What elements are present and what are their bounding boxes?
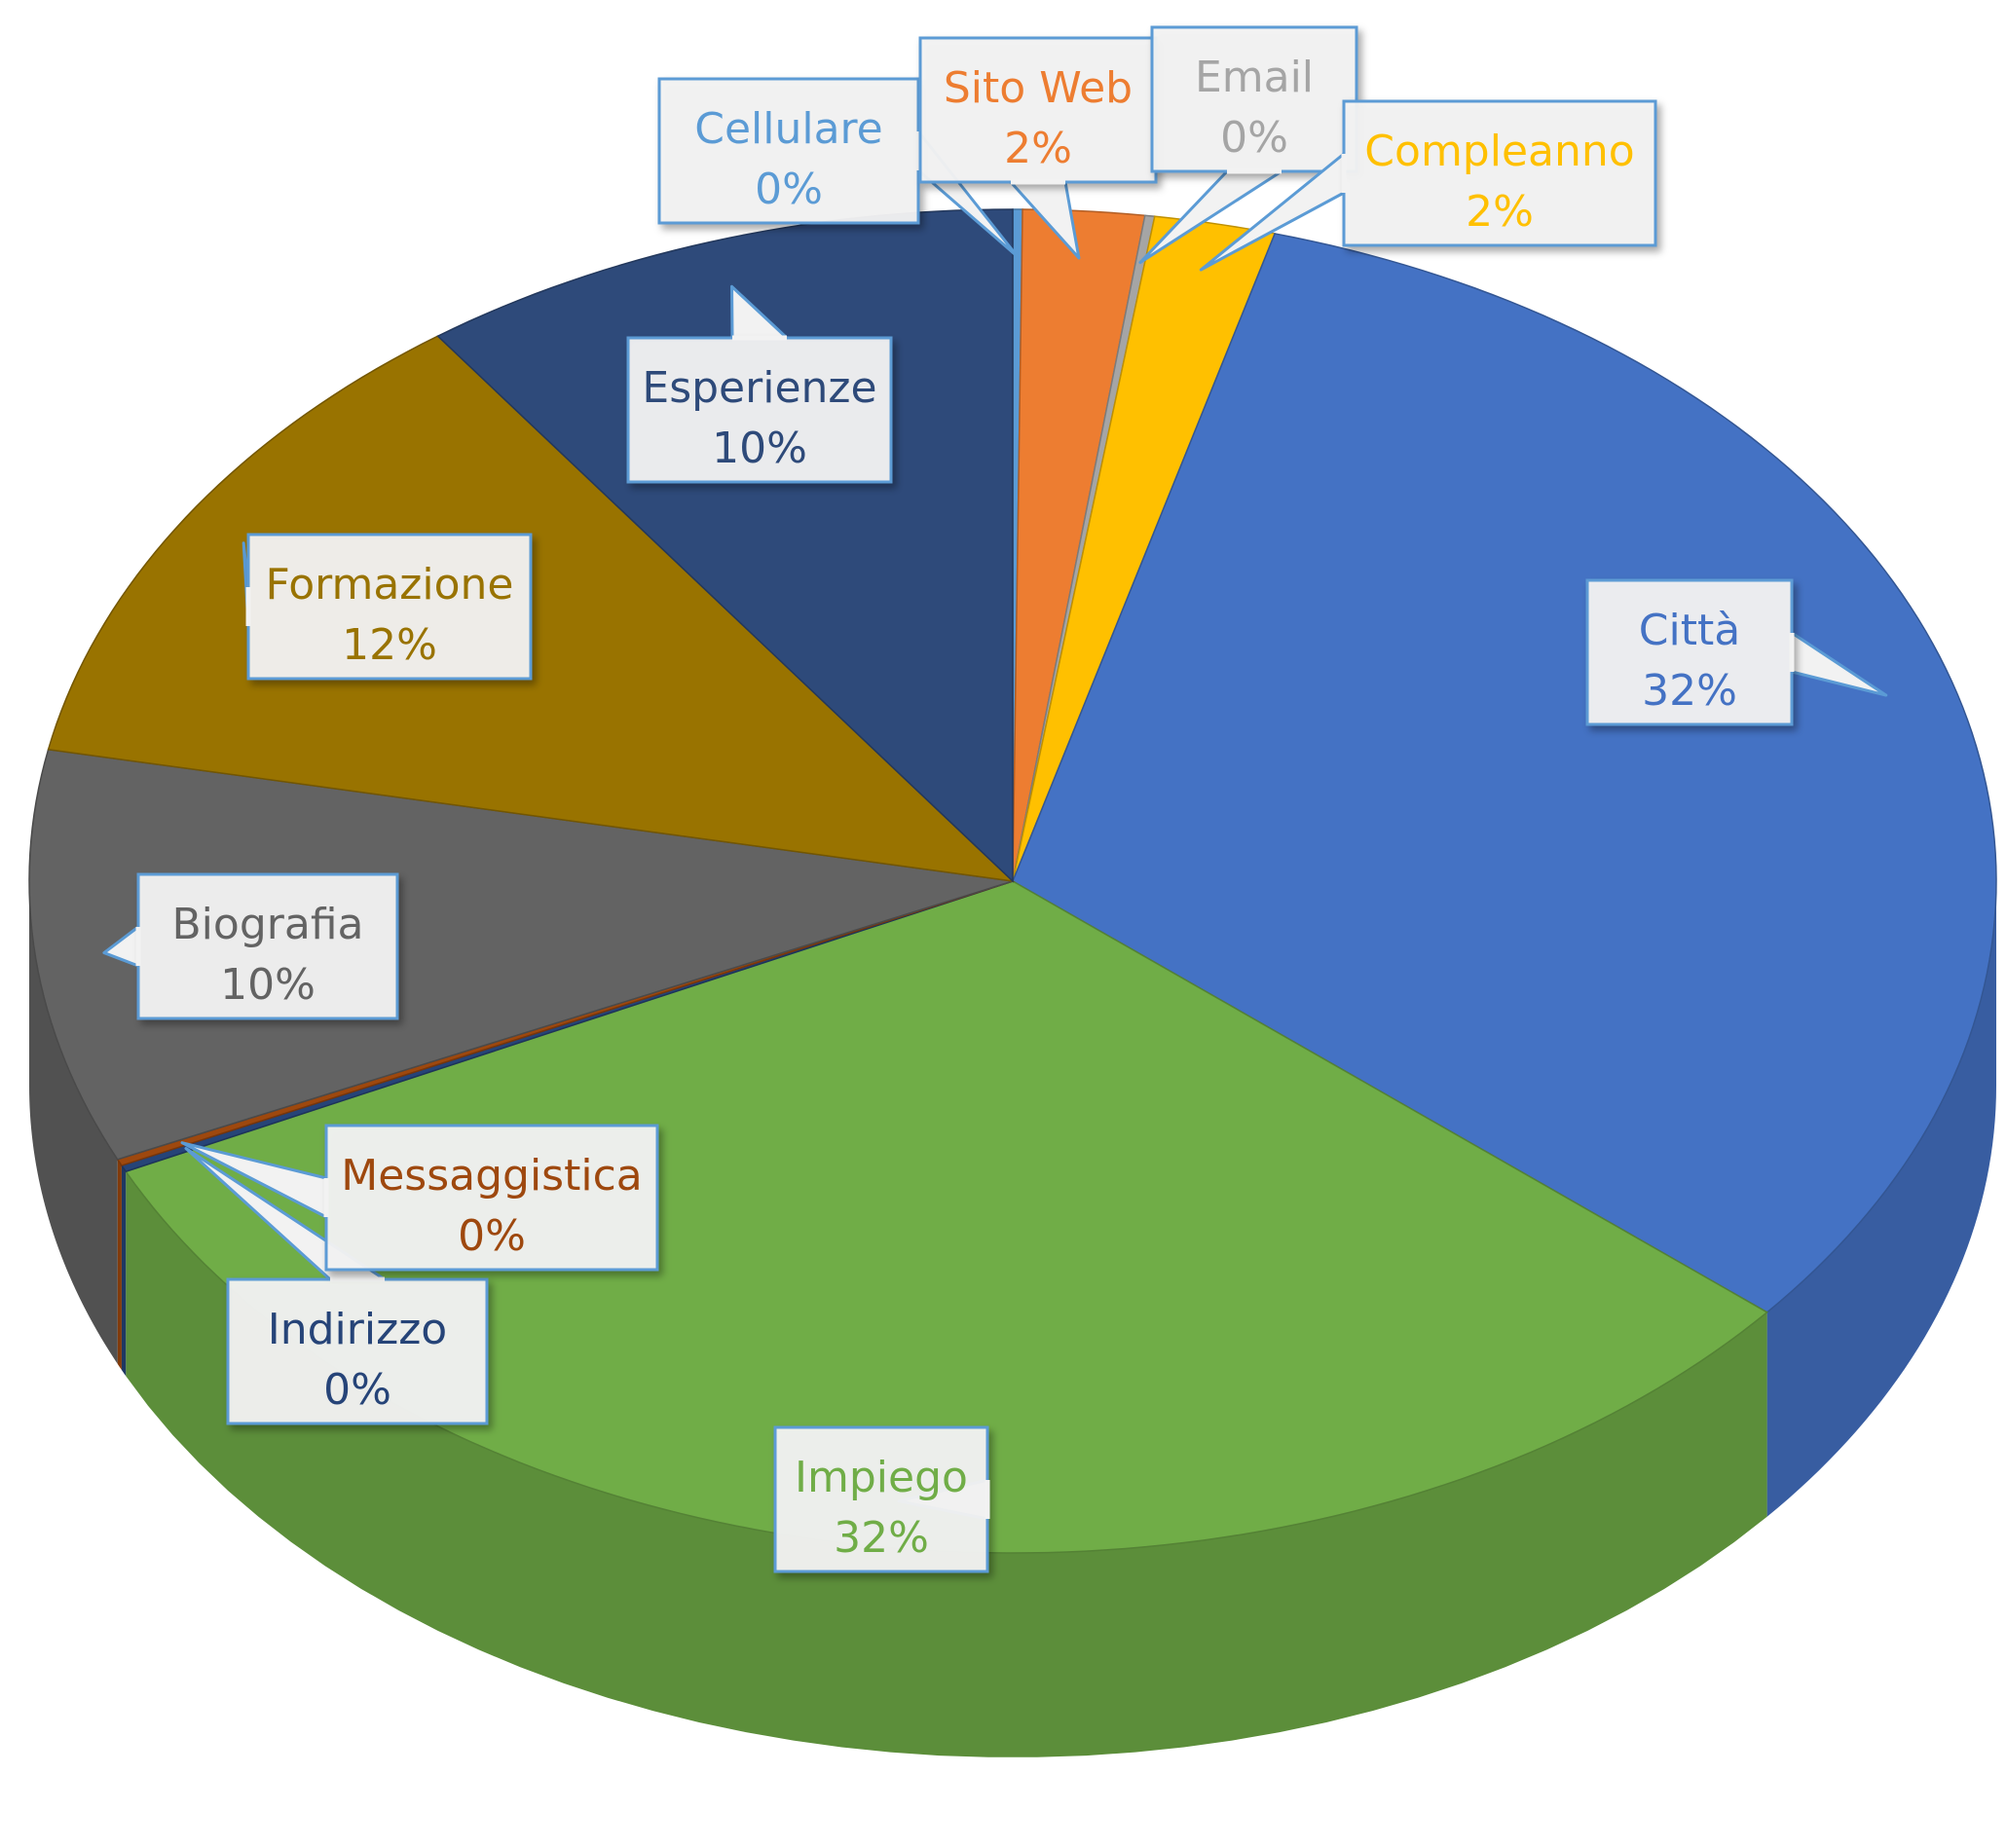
data-label-category: Esperienze bbox=[642, 363, 876, 413]
pie-slices bbox=[28, 208, 1997, 1554]
slice-biografia bbox=[28, 748, 1014, 1161]
data-label-value: 10% bbox=[220, 960, 316, 1010]
callout-box bbox=[226, 1277, 489, 1425]
pie-side-walls bbox=[29, 881, 1996, 1757]
slice-side-citta bbox=[1766, 881, 1996, 1517]
data-label-formazione: Formazione 12% bbox=[242, 533, 533, 681]
data-label-category: Messaggistica bbox=[341, 1151, 642, 1201]
callout-box bbox=[773, 1425, 989, 1573]
data-label-category: Sito Web bbox=[944, 63, 1133, 113]
data-label-impiego: Impiego 32% bbox=[773, 1425, 990, 1573]
data-label-value: 2% bbox=[1466, 187, 1534, 237]
callout-box bbox=[1150, 25, 1358, 173]
slice-side-biografia bbox=[29, 881, 118, 1364]
callout-box bbox=[626, 336, 893, 484]
callout-box bbox=[136, 872, 399, 1020]
callout-box bbox=[1585, 578, 1794, 726]
callout-box bbox=[246, 533, 533, 681]
data-label-category: Formazione bbox=[266, 560, 514, 610]
data-label-value: 12% bbox=[342, 620, 437, 670]
data-label-cellulare: Cellulare 0% bbox=[657, 77, 1020, 258]
data-label-category: Cellulare bbox=[694, 104, 883, 154]
data-label-category: Indirizzo bbox=[268, 1305, 447, 1354]
data-label-messaggistica: Messaggistica 0% bbox=[180, 1124, 659, 1272]
data-label-biografia: Biografia 10% bbox=[102, 872, 399, 1020]
callout-box bbox=[1342, 99, 1657, 247]
callout-box bbox=[324, 1124, 659, 1272]
data-label-category: Compleanno bbox=[1364, 127, 1634, 176]
data-label-citta: Città 32% bbox=[1585, 578, 1888, 726]
callout-box bbox=[918, 36, 1158, 184]
data-label-category: Città bbox=[1639, 606, 1740, 655]
data-label-category: Biografia bbox=[172, 900, 364, 949]
data-label-value: 0% bbox=[458, 1211, 526, 1261]
callout-box bbox=[657, 77, 920, 225]
data-label-email: Email 0% bbox=[1138, 25, 1358, 265]
data-label-value: 0% bbox=[1220, 113, 1288, 163]
data-label-value: 32% bbox=[1642, 666, 1737, 716]
data-label-esperienze: Esperienze 10% bbox=[626, 284, 893, 484]
data-label-value: 32% bbox=[834, 1513, 929, 1563]
data-label-compleanno: Compleanno 2% bbox=[1199, 99, 1657, 272]
data-label-value: 0% bbox=[755, 165, 823, 214]
data-label-value: 10% bbox=[712, 424, 807, 473]
slice-side-indirizzo bbox=[121, 1165, 127, 1377]
data-label-category: Impiego bbox=[795, 1453, 968, 1502]
data-label-category: Email bbox=[1195, 53, 1314, 102]
data-labels: Cellulare 0% Sito Web 2% Email 0% Compleanno 2%… bbox=[102, 25, 1888, 1573]
data-label-sito-web: Sito Web 2% bbox=[918, 36, 1158, 260]
slice-side-messaggistica bbox=[117, 1159, 122, 1371]
slice-citta bbox=[1012, 233, 1997, 1313]
data-label-value: 0% bbox=[323, 1365, 391, 1415]
data-label-value: 2% bbox=[1004, 124, 1072, 173]
slice-side-impiego bbox=[126, 1171, 1767, 1757]
